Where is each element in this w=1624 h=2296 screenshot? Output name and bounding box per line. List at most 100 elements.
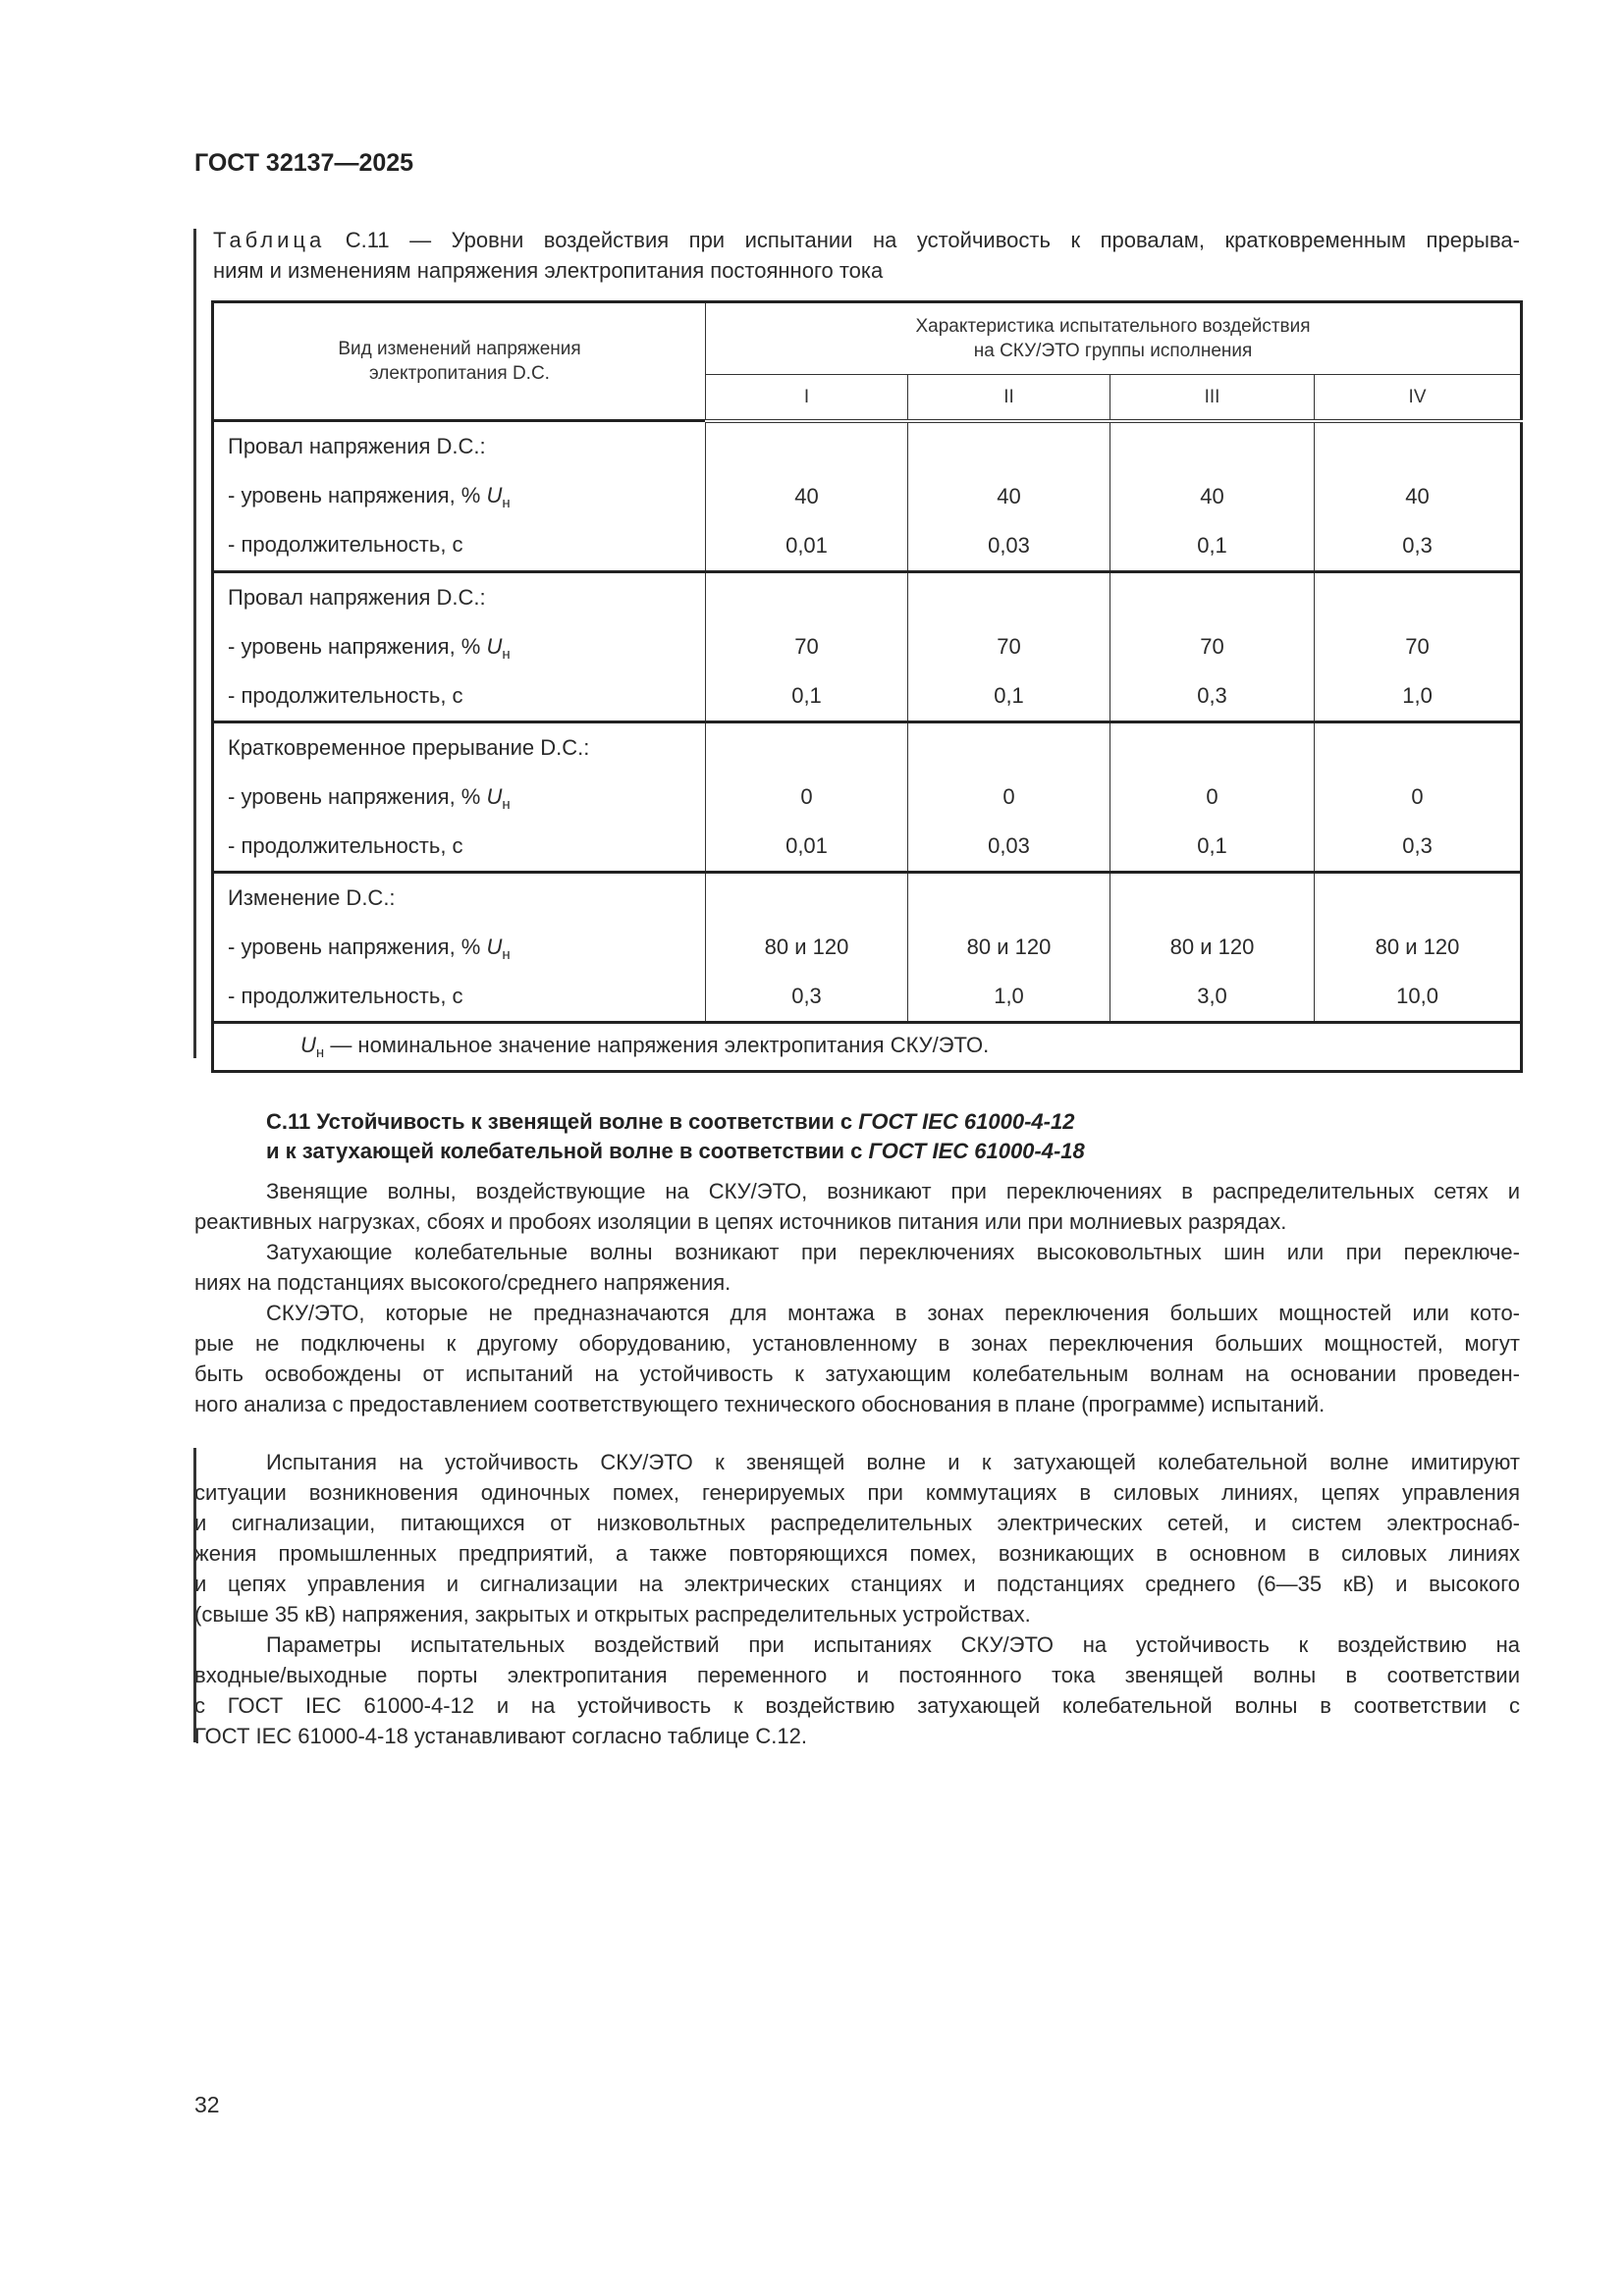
section-heading: С.11 Устойчивость к звенящей волне в соо…	[266, 1107, 1085, 1166]
level-label-text: - уровень напряжения, %	[228, 934, 481, 959]
unit-subscript: н	[315, 1043, 325, 1061]
caption-text: ниям и изменениям напряжения электропита…	[213, 258, 884, 283]
duration-label: - продолжительность, с	[228, 532, 463, 558]
duration-value: 0,1	[994, 682, 1024, 708]
table-footnote: Uн — номинальное значение напряжения эле…	[211, 1020, 1523, 1072]
value-cell: 40 0,03	[907, 419, 1110, 572]
level-value: 80 и 120	[1375, 934, 1460, 959]
duration-value: 0,1	[791, 682, 822, 708]
level-value: 40	[794, 483, 819, 508]
empty-value	[908, 874, 1110, 923]
document-code: ГОСТ 32137—2025	[194, 149, 414, 177]
empty-value	[1110, 573, 1314, 622]
paragraph-line: реактивных нагрузках, сбоях и пробоях из…	[194, 1209, 1287, 1234]
unit-subscript: н	[502, 495, 511, 512]
header-line: Вид изменений напряжения	[338, 339, 581, 359]
unit-symbol: U	[486, 633, 503, 659]
paragraph: СКУ/ЭТО, которые не предназначаются для …	[194, 1298, 1520, 1419]
table-caption: Таблица С.11 — Уровни воздействия при ис…	[213, 225, 1520, 286]
value-cell: 0 0,03	[907, 720, 1110, 873]
table-row-group: Кратковременное прерывание D.C.: - уровен…	[212, 720, 1523, 873]
level-value: 40	[997, 483, 1021, 508]
paragraph-line: ного анализа с предоставлением соответст…	[194, 1392, 1326, 1416]
column-header-group-4: IV	[1313, 374, 1523, 423]
level-value: 40	[1405, 483, 1430, 508]
level-label: - уровень напряжения, % Uн	[214, 923, 705, 972]
unit-symbol: U	[300, 1032, 316, 1057]
duration-value: 3,0	[1197, 983, 1227, 1008]
empty-value	[908, 573, 1110, 622]
level-value: 0	[1206, 783, 1218, 809]
unit-symbol: U	[486, 483, 503, 508]
paragraph: Звенящие волны, воздействующие на СКУ/ЭТ…	[194, 1176, 1520, 1237]
value-cell: 80 и 120 0,3	[705, 870, 908, 1023]
duration-label: - продолжительность, с	[228, 682, 463, 708]
level-label-text: - уровень напряжения, %	[228, 483, 481, 508]
level-value: 70	[1405, 633, 1430, 659]
level-label: - уровень напряжения, % Uн	[214, 773, 705, 822]
unit-symbol: U	[486, 934, 503, 959]
empty-value	[908, 423, 1110, 472]
row-title: Провал напряжения D.C.:	[228, 584, 486, 610]
level-value: 80 и 120	[966, 934, 1052, 959]
empty-value	[908, 723, 1110, 773]
duration-value: 0,3	[1402, 532, 1433, 558]
empty-value	[1110, 874, 1314, 923]
header-line: Характеристика испытательного воздействи…	[915, 316, 1311, 337]
value-cell: 0 0,3	[1313, 720, 1523, 873]
column-header-group: Характеристика испытательного воздействи…	[704, 301, 1523, 375]
paragraph-line: с ГОСТ IEC 61000-4-12 и на устойчивость …	[194, 1693, 1520, 1718]
row-title: Провал напряжения D.C.:	[228, 434, 486, 459]
unit-subscript: н	[502, 795, 511, 813]
header-line: на СКУ/ЭТО группы исполнения	[973, 341, 1253, 361]
column-header-group-1: I	[705, 374, 908, 423]
level-value: 80 и 120	[764, 934, 849, 959]
body-text-block: Звенящие волны, воздействующие на СКУ/ЭТ…	[194, 1176, 1520, 1419]
empty-value	[1110, 723, 1314, 773]
value-cell: 0 0,1	[1110, 720, 1315, 873]
empty-value	[1110, 423, 1314, 472]
level-label-text: - уровень напряжения, %	[228, 633, 481, 659]
empty-value	[1315, 573, 1520, 622]
unit-symbol: U	[486, 783, 503, 809]
duration-value: 1,0	[994, 983, 1024, 1008]
level-label-text: - уровень напряжения, %	[228, 783, 481, 809]
caption-text: С.11 — Уровни воздействия при испытании …	[345, 228, 1520, 252]
paragraph: Испытания на устойчивость СКУ/ЭТО к звен…	[194, 1447, 1520, 1629]
paragraph-line: быть освобождены от испытаний на устойчи…	[194, 1362, 1520, 1386]
change-bar	[193, 229, 196, 1058]
value-cell: 80 и 120 1,0	[907, 870, 1110, 1023]
empty-value	[706, 874, 907, 923]
change-bar	[193, 1448, 196, 1742]
column-header-group-2: II	[907, 374, 1110, 423]
level-value: 0	[800, 783, 813, 809]
paragraph: Параметры испытательных воздействий при …	[194, 1629, 1520, 1751]
level-value: 70	[997, 633, 1021, 659]
paragraph-line: и цепях управления и сигнализации на эле…	[194, 1572, 1520, 1596]
duration-value: 0,3	[1197, 682, 1227, 708]
value-cell: 70 0,1	[705, 569, 908, 722]
paragraph-line: Звенящие волны, воздействующие на СКУ/ЭТ…	[266, 1179, 1520, 1203]
value-cell: 80 и 120 10,0	[1313, 870, 1523, 1023]
duration-value: 0,1	[1197, 532, 1227, 558]
duration-label: - продолжительность, с	[228, 832, 463, 858]
row-label-cell: Кратковременное прерывание D.C.: - уровен…	[212, 720, 706, 873]
value-cell: 40 0,01	[705, 419, 908, 572]
level-value: 40	[1200, 483, 1224, 508]
unit-subscript: н	[502, 645, 511, 663]
value-cell: 0 0,01	[705, 720, 908, 873]
paragraph-line: ситуации возникновения одиночных помех, …	[194, 1480, 1520, 1505]
heading-reference: ГОСТ IEC 61000-4-18	[868, 1139, 1085, 1163]
level-label: - уровень напряжения, % Uн	[214, 622, 705, 671]
empty-value	[1315, 423, 1520, 472]
paragraph-line: жения промышленных предприятий, а также …	[194, 1541, 1520, 1566]
row-label-cell: Изменение D.C.: - уровень напряжения, % U…	[212, 870, 706, 1023]
duration-value: 0,3	[791, 983, 822, 1008]
row-label-cell: Провал напряжения D.C.: - уровень напряже…	[212, 419, 706, 572]
duration-value: 0,1	[1197, 832, 1227, 858]
empty-value	[706, 573, 907, 622]
heading-text: С.11 Устойчивость к звенящей волне в соо…	[266, 1109, 859, 1134]
row-title: Изменение D.C.:	[228, 884, 396, 910]
value-cell: 70 0,1	[907, 569, 1110, 722]
level-value: 0	[1411, 783, 1424, 809]
